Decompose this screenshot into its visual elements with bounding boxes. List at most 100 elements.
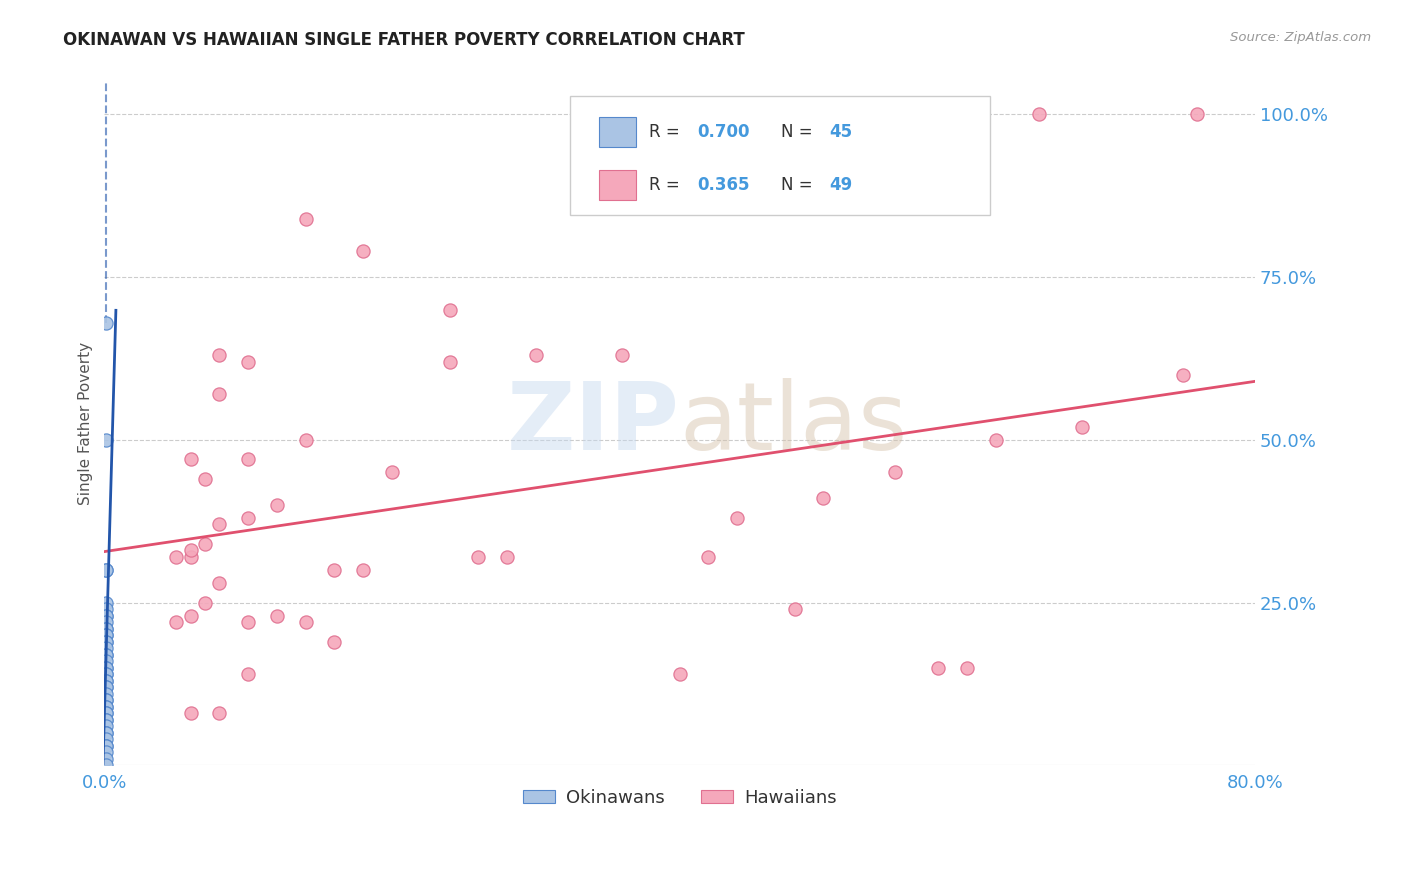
Point: [1171, 368, 1194, 382]
Text: N =: N =: [780, 176, 818, 194]
Point: [180, 549, 202, 564]
Text: ZIP: ZIP: [506, 377, 679, 469]
Point: [381, 466, 404, 480]
Point: [94, 745, 117, 759]
Point: [94, 706, 117, 720]
Point: [94, 739, 117, 753]
Text: R =: R =: [648, 123, 685, 141]
Point: [94, 628, 117, 642]
Point: [165, 615, 187, 629]
Point: [94, 316, 117, 330]
Point: [927, 660, 949, 674]
Point: [94, 615, 117, 629]
Point: [884, 466, 907, 480]
Text: N =: N =: [780, 123, 818, 141]
Text: Source: ZipAtlas.com: Source: ZipAtlas.com: [1230, 31, 1371, 45]
Point: [180, 706, 202, 720]
Point: [294, 211, 316, 226]
Y-axis label: Single Father Poverty: Single Father Poverty: [79, 342, 93, 505]
Text: 49: 49: [830, 176, 852, 194]
FancyBboxPatch shape: [571, 95, 990, 215]
Point: [94, 693, 117, 707]
Point: [323, 563, 346, 577]
Point: [496, 549, 519, 564]
Point: [668, 667, 690, 681]
Point: [94, 719, 117, 733]
Point: [208, 576, 231, 591]
Point: [194, 595, 217, 609]
Point: [94, 660, 117, 674]
Text: atlas: atlas: [679, 377, 908, 469]
Point: [1187, 107, 1209, 121]
Point: [94, 673, 117, 688]
Point: [94, 680, 117, 694]
Text: OKINAWAN VS HAWAIIAN SINGLE FATHER POVERTY CORRELATION CHART: OKINAWAN VS HAWAIIAN SINGLE FATHER POVER…: [63, 31, 745, 49]
Point: [725, 511, 748, 525]
Point: [266, 608, 288, 623]
Point: [238, 615, 260, 629]
Point: [194, 537, 217, 551]
Point: [294, 615, 316, 629]
Text: R =: R =: [648, 176, 685, 194]
Point: [94, 608, 117, 623]
Legend: Okinawans, Hawaiians: Okinawans, Hawaiians: [516, 781, 844, 814]
Point: [94, 732, 117, 747]
Point: [1071, 419, 1094, 434]
Point: [94, 602, 117, 616]
Point: [352, 244, 374, 259]
Point: [94, 725, 117, 739]
Point: [94, 595, 117, 609]
Point: [94, 699, 117, 714]
Point: [94, 687, 117, 701]
Point: [208, 348, 231, 362]
Point: [94, 622, 117, 636]
Point: [208, 517, 231, 532]
Point: [467, 549, 489, 564]
Point: [238, 667, 260, 681]
Point: [94, 433, 117, 447]
Point: [238, 511, 260, 525]
Point: [94, 654, 117, 668]
Point: [94, 563, 117, 577]
Point: [1028, 107, 1050, 121]
Point: [94, 713, 117, 727]
Point: [94, 648, 117, 662]
Point: [94, 608, 117, 623]
Point: [610, 348, 633, 362]
Point: [194, 472, 217, 486]
Point: [94, 667, 117, 681]
Point: [94, 622, 117, 636]
Point: [165, 549, 187, 564]
Point: [266, 498, 288, 512]
Point: [439, 355, 461, 369]
Point: [94, 713, 117, 727]
Point: [783, 602, 806, 616]
Point: [94, 628, 117, 642]
Bar: [599, 170, 636, 200]
Point: [94, 680, 117, 694]
Point: [238, 355, 260, 369]
Point: [94, 752, 117, 766]
Point: [94, 693, 117, 707]
Point: [208, 387, 231, 401]
Point: [352, 563, 374, 577]
Text: 0.365: 0.365: [697, 176, 749, 194]
Point: [94, 739, 117, 753]
Point: [94, 725, 117, 739]
Point: [180, 608, 202, 623]
Point: [94, 641, 117, 656]
Text: 45: 45: [830, 123, 852, 141]
Text: 0.700: 0.700: [697, 123, 749, 141]
Point: [697, 549, 720, 564]
Point: [94, 634, 117, 648]
Point: [180, 452, 202, 467]
Point: [94, 634, 117, 648]
Point: [323, 634, 346, 648]
Point: [94, 758, 117, 772]
Point: [238, 452, 260, 467]
Point: [94, 673, 117, 688]
Point: [180, 543, 202, 558]
Point: [984, 433, 1007, 447]
Point: [94, 667, 117, 681]
Point: [94, 699, 117, 714]
